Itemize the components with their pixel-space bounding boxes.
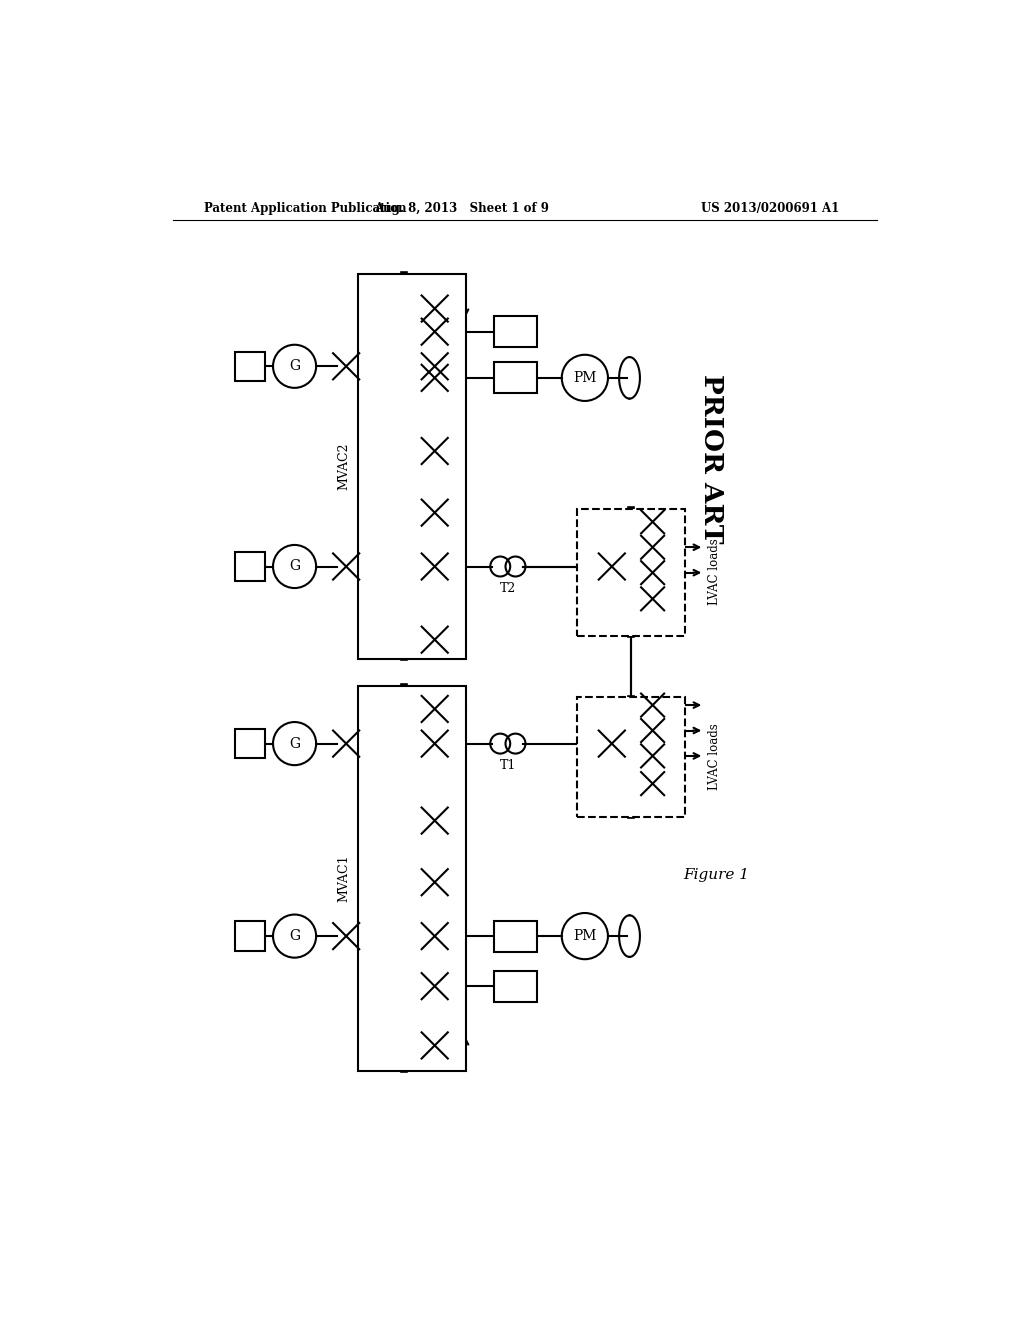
Bar: [357, 275, 466, 659]
Text: D: D: [245, 929, 255, 942]
Text: PC: PC: [506, 929, 525, 942]
Text: MVAC1: MVAC1: [337, 854, 350, 902]
Text: Patent Application Publication: Patent Application Publication: [204, 202, 407, 215]
Bar: [494, 970, 538, 1002]
Bar: [494, 317, 538, 347]
Text: F: F: [510, 979, 521, 993]
Text: D: D: [245, 560, 255, 573]
Text: Figure 1: Figure 1: [683, 867, 749, 882]
Text: G: G: [289, 737, 300, 751]
Bar: [494, 921, 538, 952]
Text: LVAC loads: LVAC loads: [708, 723, 721, 791]
Bar: [236, 552, 264, 581]
Text: MVAC2: MVAC2: [337, 442, 350, 490]
Text: PM: PM: [573, 371, 597, 385]
Bar: [494, 363, 538, 393]
Bar: [236, 351, 264, 381]
Text: US 2013/0200691 A1: US 2013/0200691 A1: [700, 202, 839, 215]
Bar: [578, 508, 685, 636]
Text: D: D: [245, 359, 255, 374]
Text: T2: T2: [500, 582, 516, 594]
Text: PM: PM: [573, 929, 597, 942]
Bar: [578, 697, 685, 817]
Bar: [236, 729, 264, 758]
Text: LVAC loads: LVAC loads: [708, 539, 721, 606]
Text: F: F: [510, 325, 521, 339]
Text: G: G: [289, 560, 300, 573]
Text: LVAC2: LVAC2: [581, 623, 617, 634]
Text: Aug. 8, 2013   Sheet 1 of 9: Aug. 8, 2013 Sheet 1 of 9: [374, 202, 549, 215]
Text: D: D: [245, 737, 255, 751]
Text: LVAC1: LVAC1: [581, 804, 617, 814]
Bar: [236, 921, 264, 950]
Text: PRIOR ART: PRIOR ART: [699, 374, 724, 544]
Text: PC: PC: [506, 371, 525, 385]
Bar: [357, 686, 466, 1071]
Text: T1: T1: [500, 759, 516, 772]
Text: G: G: [289, 359, 300, 374]
Text: G: G: [289, 929, 300, 942]
